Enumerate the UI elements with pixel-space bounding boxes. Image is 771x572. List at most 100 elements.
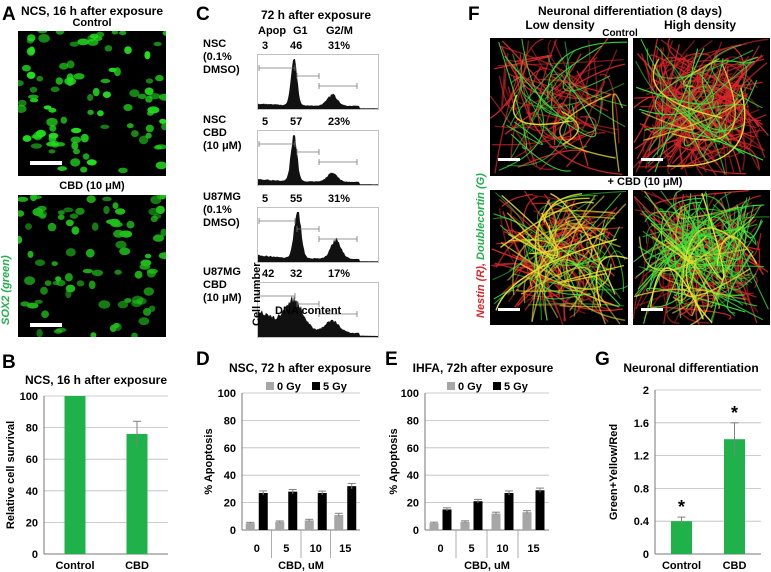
legend-swatch [266, 382, 274, 390]
nucleus [117, 300, 129, 309]
colocalized-fiber [543, 193, 583, 223]
doublecortin-fiber [633, 237, 674, 298]
nucleus [30, 143, 43, 149]
significance-star: * [731, 403, 738, 423]
row-label-line: CBD [203, 279, 227, 291]
nucleus [138, 135, 149, 145]
g2m-value: 17% [328, 268, 351, 280]
g2m-value: 31% [328, 40, 351, 52]
nucleus [119, 31, 127, 36]
nucleus [143, 287, 154, 296]
nucleus [91, 222, 99, 231]
doublecortin-fiber [540, 45, 603, 120]
doublecortin-fiber [506, 121, 543, 146]
nucleus [90, 332, 97, 337]
doublecortin-fiber [635, 55, 718, 111]
nestin-fiber [640, 39, 704, 108]
neuron-cbd-low [490, 190, 628, 325]
nucleus [44, 280, 52, 286]
doublecortin-fiber [498, 41, 528, 150]
nucleus [119, 247, 131, 256]
y-axis-label: Relative cell survival [5, 421, 17, 529]
nucleus [118, 167, 128, 174]
y-tick-label: 80 [407, 415, 419, 427]
panel-a-control-label: Control [72, 17, 112, 29]
bar-gray [245, 523, 255, 530]
row-label-line: NSC [203, 38, 227, 50]
legend-label: 5 Gy [504, 381, 529, 393]
doublecortin-fiber [510, 133, 571, 172]
g1-value: 55 [290, 193, 303, 205]
nestin-fiber [651, 38, 699, 95]
g1-value: 32 [290, 268, 303, 280]
scale-bar [30, 161, 62, 165]
legend-label: 0 Gy [277, 381, 302, 393]
legend-label: 0 Gy [458, 381, 483, 393]
bar-black [317, 493, 327, 530]
nucleus [148, 305, 156, 312]
nucleus [155, 74, 164, 82]
chart-title: NSC, 72 h after exposure [229, 361, 371, 375]
doublecortin-fiber [659, 208, 682, 318]
colocalized-fiber [561, 110, 580, 145]
doublecortin-fiber [730, 212, 757, 291]
histogram-fill [258, 295, 378, 337]
colocalized-fiber [590, 275, 621, 325]
doublecortin-fiber [547, 54, 626, 128]
row-label-line: CBD [203, 127, 227, 139]
doublecortin-fiber [562, 64, 611, 92]
scale-bar [641, 158, 663, 161]
head-g1: G1 [293, 25, 308, 37]
nucleus [85, 248, 95, 258]
sox2-side-label: SOX2 (green) [0, 255, 12, 325]
doublecortin-fiber [742, 56, 758, 64]
doublecortin-fiber [671, 60, 741, 155]
panel-letter-d: D [196, 349, 210, 370]
nucleus [73, 148, 80, 155]
doublecortin-fiber [509, 57, 565, 127]
bar-gray [522, 512, 532, 530]
bar [64, 396, 86, 554]
colocalized-fiber [701, 192, 725, 280]
nucleus [36, 75, 44, 82]
nucleus [65, 289, 72, 299]
doublecortin-fiber [683, 109, 723, 147]
dna-histogram [257, 54, 379, 110]
nucleus [18, 196, 29, 202]
nucleus [71, 141, 79, 150]
y-tick-label: 0 [230, 525, 236, 537]
bar-gray [460, 521, 470, 530]
nestin-fiber [529, 46, 564, 101]
panel-f-title: Neuronal differentiation (8 days) [537, 4, 723, 18]
nucleus [161, 122, 166, 131]
row-label-line: NSC [203, 114, 227, 126]
nucleus [36, 329, 43, 337]
row-label-line: DMSO) [203, 64, 240, 76]
nucleus [155, 144, 166, 150]
nucleus [124, 298, 132, 303]
doublecortin-fiber [701, 60, 744, 141]
panel-a-cbd-label: CBD (10 μM) [59, 180, 125, 192]
doublecortin-fiber [547, 41, 628, 101]
doublecortin-fiber [520, 84, 563, 119]
dna-histogram [257, 282, 379, 338]
nucleus [28, 46, 35, 55]
colocalized-fiber [672, 258, 697, 302]
colocalized-fiber [652, 58, 723, 119]
nucleus [55, 77, 63, 85]
doublecortin-fiber [493, 217, 542, 321]
g1-value: 46 [290, 40, 303, 52]
nucleus [144, 51, 151, 60]
nucleus [153, 41, 162, 47]
nestin-dcx-side-label: Nestin (R), Doublecortin (G) [475, 173, 487, 318]
nucleus [59, 62, 69, 70]
doublecortin-fiber [640, 38, 745, 131]
low-density-label: Low density [525, 18, 595, 32]
y-tick-label: 100 [20, 391, 38, 403]
nucleus [123, 104, 133, 111]
nestin-fiber [679, 95, 747, 169]
nestin-fiber [633, 270, 684, 319]
nucleus [60, 116, 67, 124]
doublecortin-fiber [710, 216, 736, 257]
nestin-fiber [655, 58, 690, 72]
